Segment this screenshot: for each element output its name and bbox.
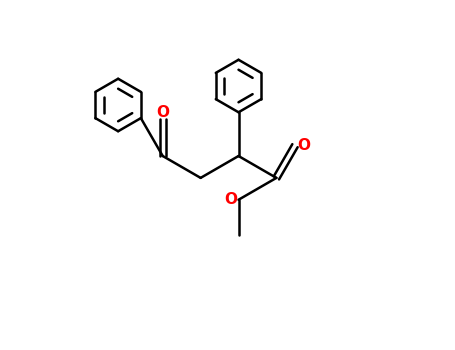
- Text: O: O: [156, 105, 169, 120]
- Text: O: O: [224, 192, 237, 207]
- Text: O: O: [297, 138, 310, 153]
